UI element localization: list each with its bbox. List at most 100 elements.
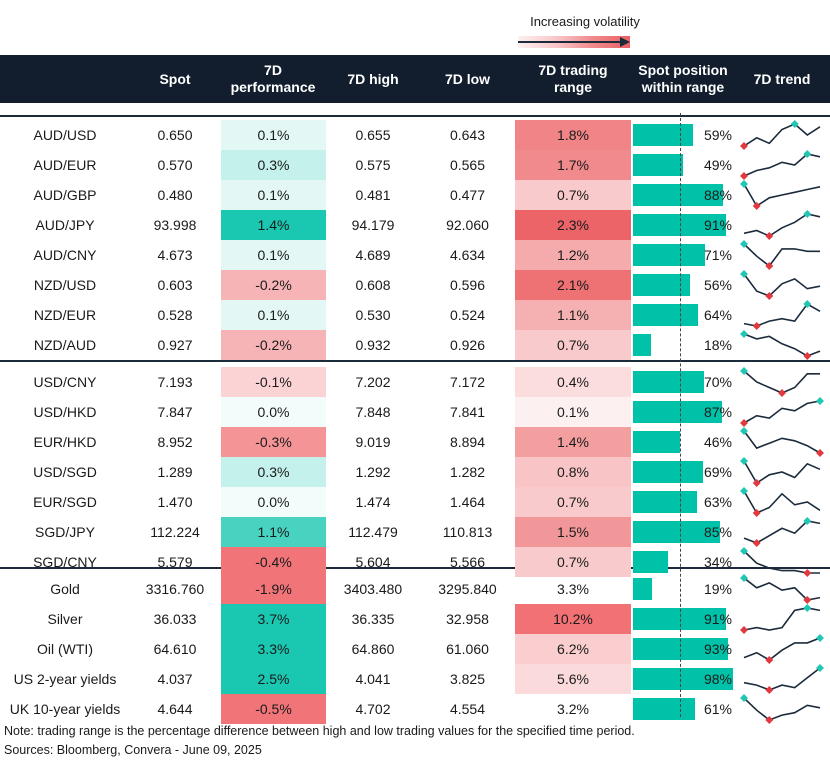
table-row: AUD/CNY 4.673 0.1% 4.689 4.634 1.2% 71% (0, 240, 830, 270)
performance-value: -0.5% (255, 701, 292, 717)
range-heat-cell (515, 517, 631, 547)
trend-low-marker (752, 202, 761, 210)
performance-value: -1.9% (255, 581, 292, 597)
midpoint-dashed-line (680, 113, 681, 717)
position-bar (633, 184, 723, 206)
high-value: 36.335 (351, 611, 395, 627)
trend-line (743, 243, 820, 268)
trend-sparkline (740, 427, 824, 457)
range-value: 3.2% (557, 701, 589, 717)
performance-heat-cell (221, 427, 326, 457)
range-value: 1.5% (557, 524, 589, 540)
trend-low-marker (740, 172, 748, 180)
high-value: 0.608 (355, 277, 391, 293)
pair-label: NZD/EUR (33, 307, 97, 323)
pair-label: USD/SGD (33, 464, 97, 480)
range-heat-cell (515, 397, 631, 427)
trend-low-marker (765, 232, 774, 240)
range-heat-cell (515, 634, 631, 664)
range-value: 3.3% (557, 581, 589, 597)
position-bar (633, 371, 704, 393)
range-heat-cell (515, 457, 631, 487)
trend-line (743, 430, 821, 454)
trend-sparkline (740, 150, 821, 180)
pair-label: AUD/CNY (33, 247, 97, 263)
trend-sparkline (740, 457, 821, 487)
table-row: SGD/CNY 5.579 -0.4% 5.604 5.566 0.7% 34% (0, 547, 830, 577)
sources: Sources: Bloomberg, Convera - June 09, 2… (4, 743, 262, 757)
spot-value: 5.579 (157, 554, 193, 570)
range-heat-cell (515, 367, 631, 397)
spot-value: 4.673 (157, 247, 193, 263)
trend-low-marker (765, 686, 774, 694)
table-row: AUD/JPY 93.998 1.4% 94.179 92.060 2.3% 91% (0, 210, 830, 240)
header-range: 7D trading range (515, 55, 631, 103)
table-row: AUD/GBP 0.480 0.1% 0.481 0.477 0.7% 88% (0, 180, 830, 210)
performance-value: 0.1% (257, 127, 290, 143)
position-percent: 61% (703, 701, 732, 717)
performance-value: 0.1% (257, 307, 290, 323)
spot-value: 1.470 (157, 494, 193, 510)
high-value: 94.179 (351, 217, 395, 233)
position-percent: 91% (703, 611, 732, 627)
trend-line (743, 460, 821, 485)
performance-heat-cell (221, 457, 326, 487)
range-heat-cell (515, 664, 631, 694)
trend-low-marker (778, 389, 786, 397)
low-value: 7.172 (449, 374, 486, 390)
arrow-right-icon (620, 37, 630, 47)
high-value: 64.860 (351, 641, 395, 657)
position-percent: 71% (703, 247, 732, 263)
position-bar (633, 244, 705, 266)
trend-high-marker (740, 487, 748, 495)
trend-sparkline (743, 634, 824, 664)
performance-value: -0.3% (255, 434, 292, 450)
position-percent: 19% (703, 581, 732, 597)
range-value: 0.7% (557, 554, 589, 570)
pair-label: SGD/CNY (33, 554, 97, 570)
trend-sparkline (740, 547, 820, 577)
trend-sparkline (740, 694, 821, 724)
position-percent: 88% (703, 187, 732, 203)
low-value: 1.282 (449, 464, 486, 480)
low-value: 3.825 (449, 671, 486, 687)
trend-low-marker (752, 479, 761, 487)
trend-high-marker (816, 634, 824, 642)
low-value: 61.060 (446, 641, 489, 657)
trend-low-marker (816, 449, 824, 457)
low-value: 3295.840 (438, 581, 497, 597)
spot-value: 0.528 (157, 307, 193, 323)
range-value: 1.8% (557, 127, 589, 143)
low-value: 0.643 (449, 127, 486, 143)
position-percent: 93% (703, 641, 732, 657)
trend-sparkline (743, 517, 821, 547)
position-bar (633, 668, 733, 690)
volatility-arrow (518, 41, 622, 43)
trend-line (743, 213, 821, 237)
low-value: 0.524 (449, 307, 486, 323)
trend-line (743, 153, 821, 177)
trend-sparkline (740, 574, 821, 604)
high-value: 4.702 (355, 701, 391, 717)
trend-high-marker (740, 330, 748, 338)
pair-label: AUD/GBP (33, 187, 97, 203)
performance-value: 0.3% (257, 464, 290, 480)
table-row: USD/HKD 7.847 0.0% 7.848 7.841 0.1% 87% (0, 397, 830, 427)
volatility-legend-label: Increasing volatility (530, 14, 640, 29)
position-bar (633, 431, 680, 453)
group-separator (0, 360, 830, 362)
position-percent: 34% (703, 554, 732, 570)
position-bar (633, 491, 697, 513)
performance-heat-cell (221, 300, 326, 330)
table-row: NZD/EUR 0.528 0.1% 0.530 0.524 1.1% 64% (0, 300, 830, 330)
pair-label: EUR/HKD (33, 434, 97, 450)
performance-heat-cell (221, 397, 326, 427)
high-value: 0.481 (355, 187, 391, 203)
range-heat-cell (515, 180, 631, 210)
pair-label: AUD/EUR (33, 157, 97, 173)
trend-sparkline (743, 210, 821, 240)
trend-low-marker (740, 142, 748, 150)
trend-low-marker (740, 419, 748, 427)
trend-high-marker (803, 604, 812, 612)
table-row: AUD/USD 0.650 0.1% 0.655 0.643 1.8% 59% (0, 120, 830, 150)
